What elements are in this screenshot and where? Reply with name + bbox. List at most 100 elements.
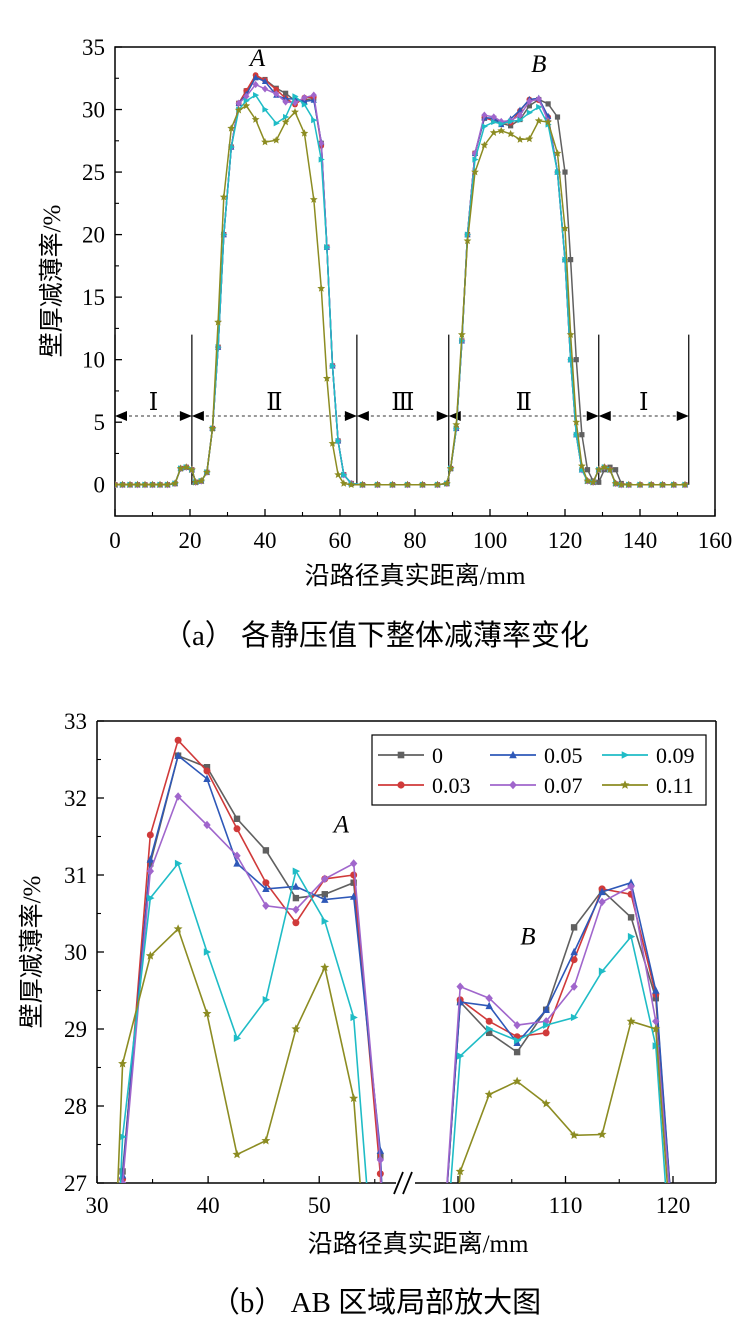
legend-item-0.03: 0.03	[378, 773, 471, 798]
data-point	[613, 467, 619, 473]
data-point	[252, 80, 259, 89]
data-point	[541, 1098, 551, 1108]
data-point	[403, 480, 412, 489]
data-point	[570, 1013, 579, 1022]
data-point	[339, 479, 348, 487]
y-tick-label: 5	[94, 410, 106, 435]
data-point	[624, 480, 633, 489]
data-point	[350, 871, 358, 879]
chart-a-x-axis: 0 20 40 60 80 100 120 140 160	[109, 509, 732, 553]
data-point	[681, 480, 689, 489]
data-point	[577, 461, 586, 470]
series-0.07	[115, 80, 689, 489]
data-point	[446, 464, 455, 472]
data-point	[321, 874, 329, 884]
data-point	[291, 1024, 301, 1033]
data-point	[283, 113, 290, 121]
data-point	[273, 120, 280, 127]
legend-item-0.05: 0.05	[490, 743, 583, 768]
x-tick-label: 120	[548, 528, 583, 553]
region-label-bg	[627, 389, 660, 414]
data-point	[182, 463, 191, 471]
arrow-left-icon	[356, 410, 369, 421]
chart-a-y-axis: 0 5 10 15 20 25 30 35	[82, 35, 122, 498]
y-tick-label: 27	[64, 1171, 87, 1196]
data-point	[292, 882, 300, 890]
data-point	[335, 437, 342, 445]
data-point	[498, 120, 505, 128]
data-point	[526, 109, 533, 116]
series-line	[119, 861, 368, 1183]
region-label: Ⅱ	[266, 390, 282, 416]
region-label: Ⅲ	[391, 390, 414, 416]
data-point	[568, 356, 575, 363]
data-point	[146, 831, 154, 839]
arrow-left-icon	[448, 410, 461, 421]
x-tick-label: 60	[329, 528, 352, 553]
axis-break-mark	[393, 1171, 413, 1195]
data-point	[508, 123, 514, 129]
data-point	[490, 113, 497, 121]
legend-marker	[397, 751, 405, 759]
data-point	[561, 224, 569, 232]
data-point	[171, 479, 179, 487]
data-point	[324, 244, 331, 251]
data-point	[292, 919, 300, 927]
data-point	[536, 103, 543, 111]
data-point	[176, 464, 185, 472]
data-point	[321, 891, 328, 898]
data-point	[262, 884, 270, 893]
legend-item-0.11: 0.11	[602, 773, 694, 798]
data-point	[273, 86, 280, 93]
data-point	[227, 124, 236, 132]
y-tick-label: 32	[64, 786, 87, 811]
data-point	[191, 478, 200, 486]
x-tick-label: 140	[623, 528, 658, 553]
legend-marker	[620, 780, 630, 789]
annotation-label: B	[520, 923, 535, 950]
data-point	[262, 879, 270, 887]
data-point	[300, 129, 309, 137]
legend-item-0.07: 0.07	[490, 773, 583, 798]
data-point	[542, 1021, 551, 1029]
data-point	[349, 859, 358, 868]
data-point	[262, 106, 269, 113]
data-point	[358, 480, 367, 489]
data-point	[485, 994, 493, 1003]
data-point	[292, 905, 300, 914]
data-point	[497, 126, 506, 135]
data-point	[141, 480, 149, 489]
data-point	[234, 106, 243, 114]
chart-b-annotations: AB	[332, 812, 536, 951]
data-point	[647, 480, 656, 489]
data-point	[232, 1149, 242, 1159]
data-point	[243, 92, 250, 101]
series-0.07-left	[118, 792, 385, 1183]
data-point	[174, 751, 182, 759]
data-point	[485, 1001, 493, 1010]
data-point	[197, 476, 206, 485]
data-point	[147, 894, 155, 902]
data-point	[481, 111, 488, 119]
data-point	[243, 97, 250, 104]
legend-label: 0.07	[544, 773, 583, 798]
data-point	[658, 480, 667, 489]
series-0.09-left	[119, 859, 368, 1183]
arrow-right-icon	[586, 410, 599, 421]
legend-box	[371, 734, 707, 806]
chart-a-regions: Ⅰ Ⅱ Ⅲ Ⅱ Ⅰ	[114, 334, 690, 485]
data-point	[261, 85, 269, 93]
data-point	[148, 480, 157, 489]
data-point	[350, 1013, 358, 1022]
region-label: Ⅱ	[516, 390, 532, 416]
data-point	[146, 855, 155, 863]
series-line	[115, 83, 685, 486]
data-point	[570, 956, 578, 964]
data-point	[301, 101, 308, 108]
data-point	[485, 1025, 494, 1033]
data-point	[542, 1029, 550, 1037]
data-point	[545, 101, 551, 107]
data-point	[235, 99, 242, 107]
